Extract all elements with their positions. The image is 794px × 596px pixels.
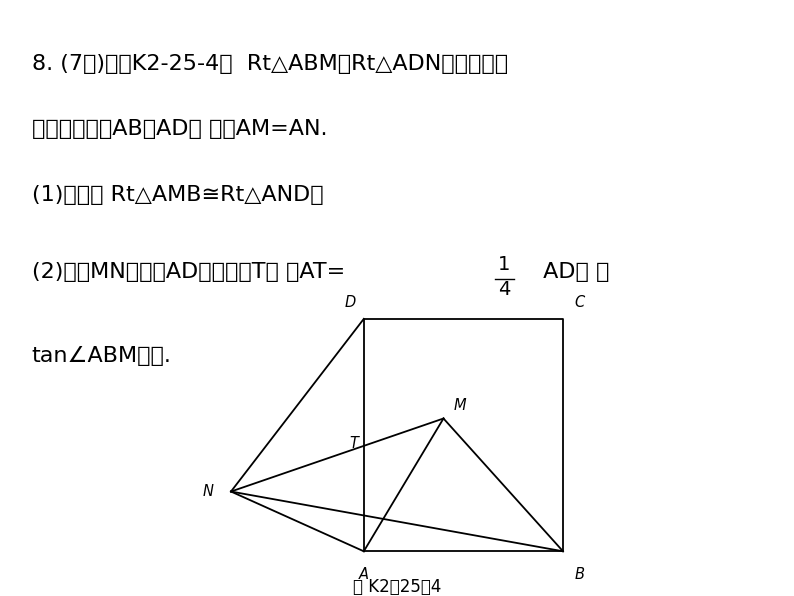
Text: 8. (7分)如图K2-25-4，  Rt△ABM和Rt△ADN的斜边分别: 8. (7分)如图K2-25-4， Rt△ABM和Rt△ADN的斜边分别 bbox=[32, 54, 508, 74]
Text: B: B bbox=[575, 567, 584, 582]
Text: M: M bbox=[454, 398, 466, 412]
Text: AD， 求: AD， 求 bbox=[536, 262, 609, 283]
Text: 图 K2－25－4: 图 K2－25－4 bbox=[353, 578, 441, 596]
Text: (1)求证： Rt△AMB≅Rt△AND；: (1)求证： Rt△AMB≅Rt△AND； bbox=[32, 185, 323, 205]
Text: 4: 4 bbox=[498, 280, 511, 299]
Text: N: N bbox=[202, 484, 214, 499]
Text: D: D bbox=[345, 295, 357, 310]
Text: tan∠ABM的値.: tan∠ABM的値. bbox=[32, 346, 172, 366]
Text: (2)线段MN与线段AD相交于点T， 若AT=: (2)线段MN与线段AD相交于点T， 若AT= bbox=[32, 262, 352, 283]
Text: A: A bbox=[359, 567, 368, 582]
Text: 为正方形的込AB和AD， 其中AM=AN.: 为正方形的込AB和AD， 其中AM=AN. bbox=[32, 119, 327, 139]
Text: 1: 1 bbox=[498, 255, 511, 274]
Text: C: C bbox=[575, 295, 584, 310]
Text: T: T bbox=[349, 436, 358, 451]
